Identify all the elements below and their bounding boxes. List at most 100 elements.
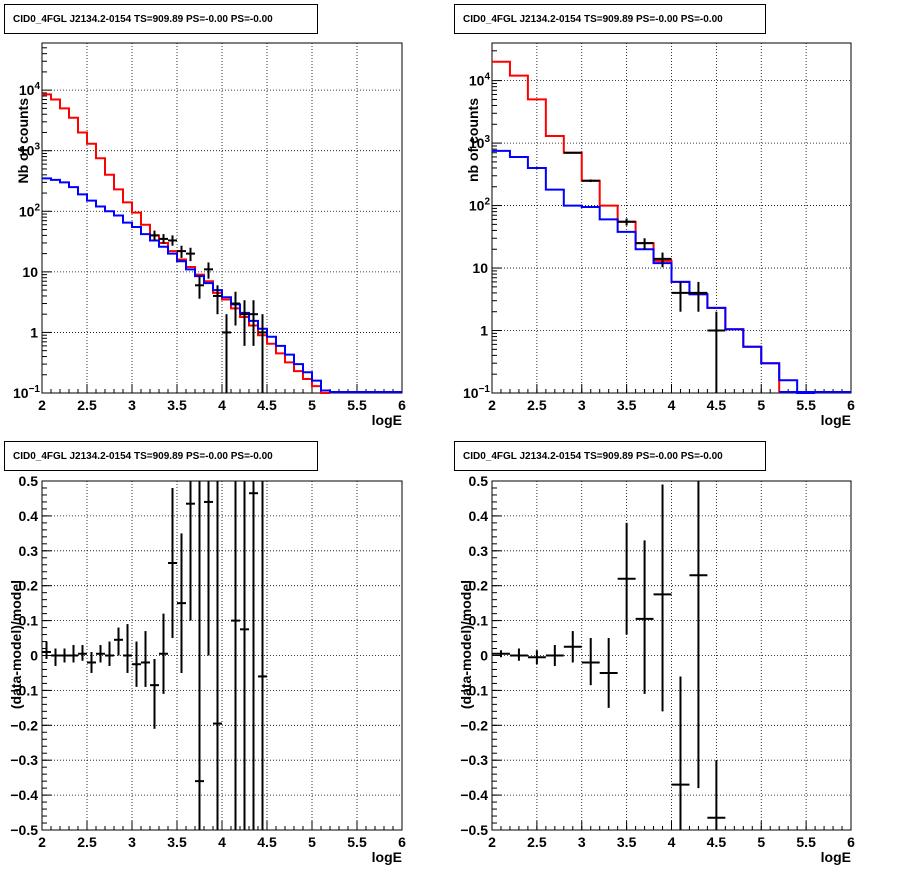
- data-point-9: [123, 624, 132, 673]
- data-point-2: [60, 648, 69, 663]
- y-tick-label: 0.5: [19, 473, 39, 489]
- x-tick-label: 4: [668, 834, 676, 850]
- data-point-0: [150, 230, 159, 241]
- x-tick-label: 3: [578, 397, 586, 413]
- x-tick-label: 4.5: [257, 397, 277, 413]
- data-point-2: [617, 218, 636, 226]
- data-point-22: [249, 481, 258, 830]
- data-point-19: [213, 481, 222, 830]
- data-point-6: [689, 281, 708, 312]
- data-point-8: [114, 627, 123, 656]
- y-axis-label: (data-model)/model: [458, 580, 474, 709]
- y-axis-label: Nb of counts: [15, 98, 31, 184]
- data-point-12: [258, 314, 267, 393]
- data-point-2: [168, 235, 177, 246]
- x-tick-label: 4: [218, 834, 226, 850]
- x-tick-label: 3.5: [167, 834, 187, 850]
- x-tick-label: 4.5: [707, 834, 727, 850]
- data-point-10: [132, 641, 141, 687]
- x-tick-label: 3: [578, 834, 586, 850]
- x-tick-label: 2.5: [77, 834, 97, 850]
- y-tick-label: 10: [22, 264, 38, 280]
- x-tick-label: 5.5: [796, 397, 816, 413]
- data-point-13: [159, 613, 168, 694]
- data-point-6: [204, 262, 213, 279]
- data-point-7: [105, 641, 114, 666]
- y-tick-label: 0.1: [19, 613, 39, 629]
- data-point-1: [509, 648, 528, 661]
- y-tick-label: 10−1: [463, 384, 490, 401]
- y-tick-label: 0.1: [469, 613, 489, 629]
- panel-title-1: CID0_4FGL J2134.2-0154 TS=909.89 PS=-0.0…: [454, 4, 766, 34]
- x-tick-label: 6: [398, 397, 406, 413]
- x-tick-label: 6: [847, 397, 855, 413]
- x-tick-label: 6: [847, 834, 855, 850]
- y-tick-label: 0.3: [469, 543, 489, 559]
- data-point-4: [78, 645, 87, 661]
- x-axis-label: logE: [372, 412, 402, 428]
- data-point-3: [635, 238, 654, 250]
- data-point-20: [231, 481, 240, 830]
- data-point-9: [231, 291, 240, 326]
- y-tick-label: 0: [480, 648, 488, 664]
- y-tick-label: 0.5: [469, 473, 489, 489]
- data-point-12: [707, 760, 726, 830]
- y-tick-label: −0.5: [10, 822, 38, 838]
- data-point-17: [195, 481, 204, 830]
- x-tick-label: 4.5: [257, 834, 277, 850]
- data-point-6: [599, 638, 618, 708]
- data-point-5: [195, 275, 204, 299]
- y-tick-label: 104: [19, 81, 41, 98]
- y-tick-label: 103: [19, 142, 41, 159]
- x-tick-label: 6: [398, 834, 406, 850]
- data-point-3: [545, 645, 564, 666]
- y-tick-label: 1: [30, 324, 38, 340]
- data-point-10: [671, 676, 690, 830]
- data-point-11: [249, 300, 258, 346]
- y-tick-label: −0.4: [10, 787, 38, 803]
- plot-panel-2: 2 2.5 3 3.5 4 4.5 5 5.5 6 −0.5 −0.4 −0.3 −0.2 −0.1 0 0.…: [8, 473, 406, 865]
- data-point-2: [527, 650, 546, 665]
- data-point-5: [581, 638, 600, 686]
- data-point-4: [563, 631, 582, 663]
- x-tick-label: 3.5: [167, 397, 187, 413]
- y-tick-label: 103: [469, 134, 491, 151]
- x-axis-label: logE: [821, 849, 851, 865]
- panel-title-3: CID0_4FGL J2134.2-0154 TS=909.89 PS=-0.0…: [454, 441, 766, 471]
- y-axis-label: (data-model)/model: [8, 580, 24, 709]
- data-point-8: [635, 540, 654, 694]
- histogram-series-1: [492, 149, 816, 394]
- x-tick-label: 5: [308, 397, 316, 413]
- x-tick-label: 2.5: [527, 834, 547, 850]
- data-point-0: [42, 641, 51, 659]
- data-point-11: [141, 631, 150, 687]
- y-tick-label: 0: [30, 648, 38, 664]
- y-axis-label: nb of counts: [465, 98, 481, 182]
- x-tick-label: 2.5: [77, 397, 97, 413]
- y-tick-label: −0.4: [460, 787, 488, 803]
- data-point-14: [168, 487, 177, 639]
- plot-panel-3: 2 2.5 3 3.5 4 4.5 5 5.5 6 −0.5 −0.4 −0.3 −0.2 −0.1 0 0.…: [458, 473, 855, 865]
- y-tick-label: −0.1: [460, 682, 488, 698]
- data-point-0: [563, 151, 582, 154]
- x-tick-label: 4.5: [707, 397, 727, 413]
- panel-title-0: CID0_4FGL J2134.2-0154 TS=909.89 PS=-0.0…: [4, 4, 318, 34]
- data-point-4: [186, 247, 195, 262]
- data-point-16: [186, 481, 195, 621]
- x-tick-label: 4: [668, 397, 676, 413]
- x-tick-label: 3: [128, 397, 136, 413]
- x-tick-label: 2: [488, 397, 496, 413]
- x-tick-label: 5.5: [347, 834, 367, 850]
- x-tick-label: 5: [308, 834, 316, 850]
- data-point-0: [492, 650, 510, 658]
- y-tick-label: −0.1: [10, 682, 38, 698]
- data-point-7: [707, 311, 726, 393]
- x-tick-label: 5: [757, 397, 765, 413]
- data-point-11: [689, 481, 708, 789]
- x-tick-label: 3.5: [617, 834, 637, 850]
- data-point-1: [159, 234, 168, 244]
- x-tick-label: 2: [38, 834, 46, 850]
- data-point-5: [671, 281, 690, 312]
- data-point-12: [150, 658, 159, 729]
- x-axis-label: logE: [372, 849, 402, 865]
